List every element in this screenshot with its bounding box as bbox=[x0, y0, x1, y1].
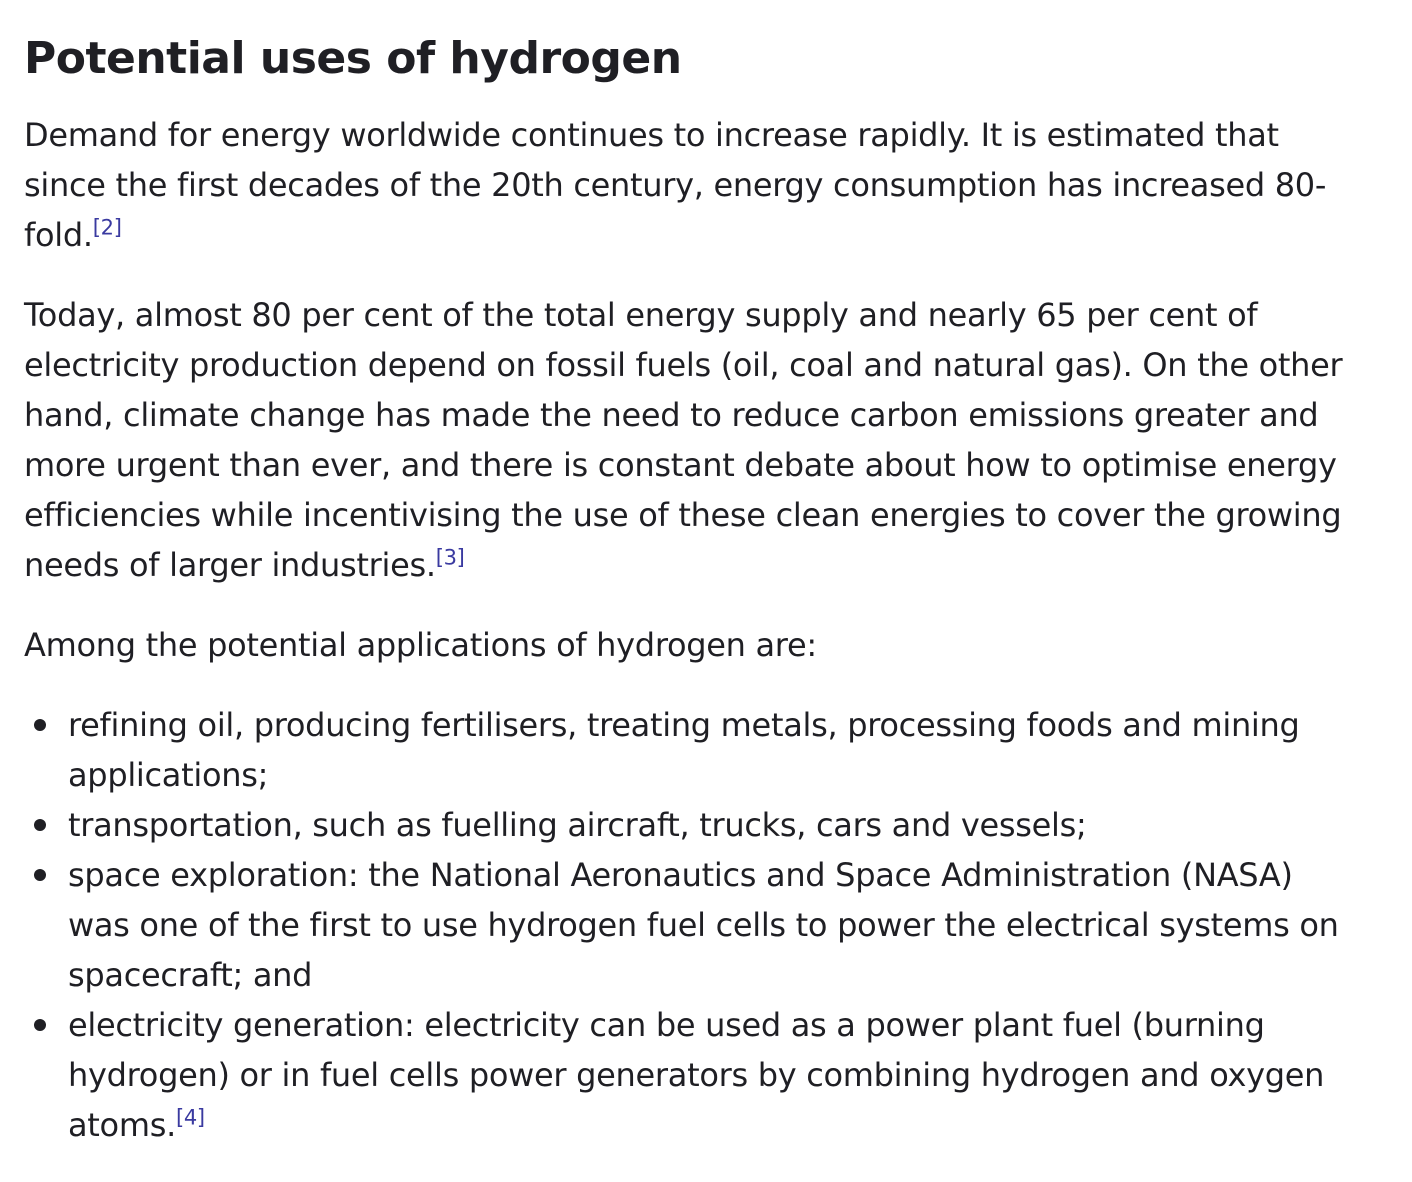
bullet-icon bbox=[34, 719, 46, 731]
citation-link-4[interactable]: [4] bbox=[175, 1105, 205, 1130]
list-item-text: electricity generation: electricity can … bbox=[68, 1006, 1325, 1144]
section-heading: Potential uses of hydrogen bbox=[24, 33, 682, 84]
list-item: electricity generation: electricity can … bbox=[34, 1000, 1354, 1150]
bullet-icon bbox=[34, 1019, 46, 1031]
list-item: refining oil, producing fertilisers, tre… bbox=[34, 700, 1354, 800]
article-section: Potential uses of hydrogen Demand for en… bbox=[24, 28, 1354, 1150]
list-item-text: space exploration: the National Aeronaut… bbox=[68, 856, 1339, 994]
bullet-icon bbox=[34, 869, 46, 881]
paragraph-applications-intro: Among the potential applications of hydr… bbox=[24, 620, 1354, 670]
paragraph-text: Among the potential applications of hydr… bbox=[24, 626, 817, 664]
paragraph-text: Today, almost 80 per cent of the total e… bbox=[24, 296, 1343, 584]
bullet-icon bbox=[34, 819, 46, 831]
paragraph-text: Demand for energy worldwide continues to… bbox=[24, 116, 1327, 254]
paragraph-fossil-fuels: Today, almost 80 per cent of the total e… bbox=[24, 290, 1354, 590]
paragraph-energy-demand: Demand for energy worldwide continues to… bbox=[24, 110, 1354, 260]
list-item: space exploration: the National Aeronaut… bbox=[34, 850, 1354, 1000]
list-item-text: refining oil, producing fertilisers, tre… bbox=[68, 706, 1300, 794]
citation-link-3[interactable]: [3] bbox=[435, 545, 465, 570]
list-item: transportation, such as fuelling aircraf… bbox=[34, 800, 1354, 850]
list-item-text: transportation, such as fuelling aircraf… bbox=[68, 806, 1087, 844]
applications-list: refining oil, producing fertilisers, tre… bbox=[24, 700, 1354, 1150]
citation-link-2[interactable]: [2] bbox=[92, 215, 122, 240]
